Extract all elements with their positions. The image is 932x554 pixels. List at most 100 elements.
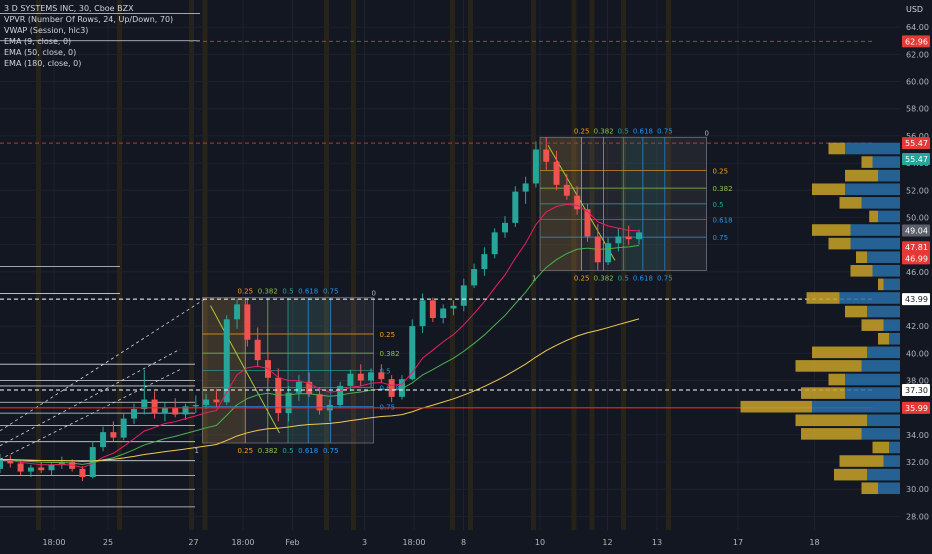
candle-body: [502, 222, 509, 233]
volume-profile-up-bar: [845, 387, 900, 399]
session-band: [202, 0, 208, 530]
price-tag-label: 37.30: [905, 386, 928, 395]
candle-body: [7, 459, 14, 464]
candle-body: [306, 381, 313, 395]
volume-profile-down-bar: [861, 156, 873, 168]
fib-time-label-top: 0.25: [237, 288, 253, 296]
volume-profile-up-bar: [861, 197, 900, 209]
price-tag-label: 46.99: [905, 254, 928, 263]
volume-profile-down-bar: [812, 183, 845, 196]
ema9-line: [0, 203, 640, 469]
x-tick-label: 17: [733, 538, 743, 547]
price-tag-label: 55.47: [905, 155, 928, 164]
legend-title[interactable]: 3 D SYSTEMS INC, 30, Cboe BZX: [4, 4, 134, 13]
y-tick-label: 46.00: [906, 268, 929, 277]
ema180-line: [0, 318, 640, 462]
volume-profile-up-bar: [867, 346, 900, 359]
time-axis-bg: [0, 530, 932, 550]
candle-body: [141, 399, 148, 410]
volume-profile-down-bar: [850, 265, 873, 277]
candle-body: [172, 407, 179, 415]
candle-body: [100, 432, 107, 448]
candle-body: [254, 339, 261, 361]
legend-indicator-ema50[interactable]: EMA (50, close, 0): [4, 48, 77, 57]
y-tick-label: 32.00: [906, 458, 929, 467]
legend-indicator-vpvr[interactable]: VPVR (Number Of Rows, 24, Up/Down, 70): [4, 15, 174, 24]
volume-profile-up-bar: [867, 251, 900, 263]
x-tick-label: 27: [188, 538, 198, 547]
volume-profile-up-bar: [845, 142, 900, 155]
volume-profile-down-bar: [740, 400, 812, 413]
candle-body: [120, 418, 127, 438]
y-tick-label: 62.00: [906, 50, 929, 59]
volume-profile-down-bar: [861, 482, 878, 495]
fib-label-one: 1: [195, 447, 199, 455]
candle-body: [378, 372, 385, 380]
candle-body: [522, 183, 529, 192]
candle-body: [58, 462, 65, 465]
x-tick-label: 12: [602, 538, 612, 547]
price-tag: [902, 252, 930, 265]
x-tick-label: 3: [362, 538, 367, 547]
candle-body: [0, 459, 3, 469]
ema50-line: [0, 244, 640, 465]
candle-body: [295, 381, 302, 393]
price-tag: [902, 153, 930, 165]
session-band: [117, 0, 122, 530]
volume-profile-down-bar: [812, 224, 851, 236]
fib-price-label: 0.75: [713, 234, 729, 242]
y-tick-label: 58.00: [906, 105, 929, 114]
candle-body: [491, 232, 498, 255]
candle-body: [316, 394, 323, 411]
volume-profile-up-bar: [883, 278, 900, 291]
price-tag-label: 62.96: [905, 37, 928, 46]
volume-profile-down-bar: [801, 428, 862, 440]
volume-profile-down-bar: [828, 142, 845, 155]
legend-indicator-vwap[interactable]: VWAP (Session, hlc3): [4, 26, 89, 35]
price-tag-label: 43.99: [905, 295, 928, 304]
x-tick-label: 18:00: [42, 538, 65, 547]
fib-time-label-bottom: 0.618: [298, 447, 318, 455]
volume-profile-up-bar: [867, 468, 900, 481]
x-tick-label: 10: [535, 538, 545, 547]
price-tag-label: 55.47: [905, 139, 928, 148]
fib-label-zero: 0: [372, 290, 376, 298]
y-tick-label: 28.00: [906, 512, 929, 521]
legend-indicator-ema9[interactable]: EMA (9, close, 0): [4, 37, 72, 46]
volume-profile-up-bar: [872, 265, 900, 277]
volume-profile-up-bar: [812, 400, 900, 413]
session-band: [450, 0, 455, 530]
price-tag: [902, 384, 930, 397]
price-axis-bg: [900, 0, 932, 550]
y-tick-label: 52.00: [906, 186, 929, 195]
price-tag-label: 35.99: [905, 404, 928, 413]
fib-price-label: 0.25: [713, 168, 729, 176]
volume-profile-down-bar: [801, 387, 845, 399]
fib-time-label-top: 0.5: [618, 127, 629, 135]
y-tick-label: 40.00: [906, 349, 929, 358]
volume-profile-up-bar: [883, 455, 900, 467]
chart-legend: 3 D SYSTEMS INC, 30, Cboe BZX VPVR (Numb…: [4, 3, 173, 69]
volume-profile-up-bar: [872, 156, 900, 168]
candle-body: [110, 432, 117, 438]
fib-price-label: 0.5: [380, 367, 391, 375]
legend-indicator-ema180[interactable]: EMA (180, close, 0): [4, 59, 82, 68]
x-tick-label: 13: [652, 538, 662, 547]
fib-time-label-bottom: 0.618: [633, 274, 653, 282]
candle-body: [574, 195, 581, 210]
volume-profile-up-bar: [845, 373, 900, 386]
candle-body: [584, 209, 591, 237]
volume-profile-down-bar: [856, 251, 867, 263]
currency-label: USD: [906, 5, 923, 14]
trend-line: [0, 297, 208, 432]
candle-body: [450, 305, 457, 309]
session-band: [36, 0, 41, 530]
candle-body: [605, 243, 612, 263]
candle-body: [543, 149, 550, 162]
session-band: [589, 0, 595, 530]
volume-profile-up-bar: [883, 319, 900, 331]
price-tag: [902, 137, 930, 150]
